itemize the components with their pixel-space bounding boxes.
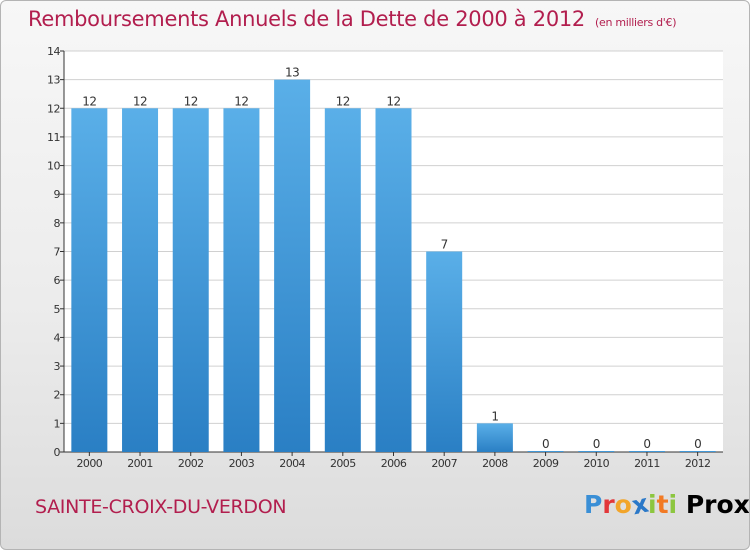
data-label: 0: [593, 437, 600, 451]
y-tick-label: 1: [54, 417, 61, 430]
data-label: 0: [643, 437, 650, 451]
y-tick-label: 0: [54, 446, 61, 459]
bar: [71, 108, 108, 453]
x-tick-label: 2012: [685, 457, 711, 470]
x-tick-label: 2008: [482, 457, 508, 470]
bar: [527, 451, 564, 452]
y-tick-label: 13: [47, 74, 60, 87]
y-tick-label: 9: [54, 188, 61, 201]
x-tick-label: 2010: [583, 457, 609, 470]
y-tick-label: 4: [54, 331, 61, 344]
bar: [426, 251, 463, 452]
x-tick-label: 2011: [634, 457, 660, 470]
bar: [122, 108, 159, 453]
y-tick-label: 7: [54, 246, 61, 259]
bar: [628, 451, 665, 452]
proxiti-logo: Proxiti Proxiti: [584, 488, 750, 521]
x-tick-label: 2000: [77, 457, 103, 470]
chart-subtitle: (en milliers d'€): [595, 16, 677, 29]
bar: [172, 108, 209, 453]
logo-letter: r: [602, 490, 615, 519]
logo-letter: i: [668, 490, 678, 519]
y-tick-label: 8: [54, 217, 61, 230]
logo-wordmark: Proxiti: [584, 489, 678, 521]
bar: [324, 108, 361, 453]
x-tick-label: 2004: [279, 457, 305, 470]
bar: [476, 423, 513, 452]
y-tick-label: 10: [47, 160, 60, 173]
data-label: 12: [336, 94, 350, 108]
data-label: 0: [694, 437, 701, 451]
bar: [223, 108, 260, 453]
chart-title: Remboursements Annuels de la Dette de 20…: [28, 7, 677, 31]
x-tick-label: 2009: [533, 457, 559, 470]
data-label: 7: [441, 238, 448, 252]
x-tick-label: 2003: [229, 457, 255, 470]
x-tick-label: 2006: [381, 457, 407, 470]
x-tick-label: 2001: [127, 457, 153, 470]
data-label: 0: [542, 437, 549, 451]
data-label: 12: [234, 94, 248, 108]
x-tick-label: 2007: [431, 457, 457, 470]
y-tick-label: 12: [47, 102, 60, 115]
bar: [375, 108, 412, 453]
data-label: 12: [386, 94, 400, 108]
x-tick-label: 2005: [330, 457, 356, 470]
commune-name: SAINTE-CROIX-DU-VERDON: [35, 496, 287, 518]
x-tick-label: 2002: [178, 457, 204, 470]
bar: [578, 451, 615, 452]
y-tick-label: 5: [54, 303, 61, 316]
data-label: 1: [491, 409, 498, 423]
bar: [274, 79, 311, 453]
bar: [679, 451, 716, 452]
y-tick-label: 2: [54, 389, 61, 402]
data-label: 12: [184, 94, 198, 108]
logo-letter: o: [614, 490, 632, 519]
data-label: 13: [285, 66, 299, 80]
logo-letter: i: [648, 490, 657, 519]
y-tick-label: 6: [54, 274, 61, 287]
logo-letter: P: [584, 490, 603, 519]
logo-letter: t: [656, 490, 669, 519]
y-tick-label: 11: [47, 131, 60, 144]
y-tick-label: 14: [47, 45, 60, 58]
y-tick-label: 3: [54, 360, 61, 373]
data-label: 12: [133, 94, 147, 108]
data-label: 12: [82, 94, 96, 108]
